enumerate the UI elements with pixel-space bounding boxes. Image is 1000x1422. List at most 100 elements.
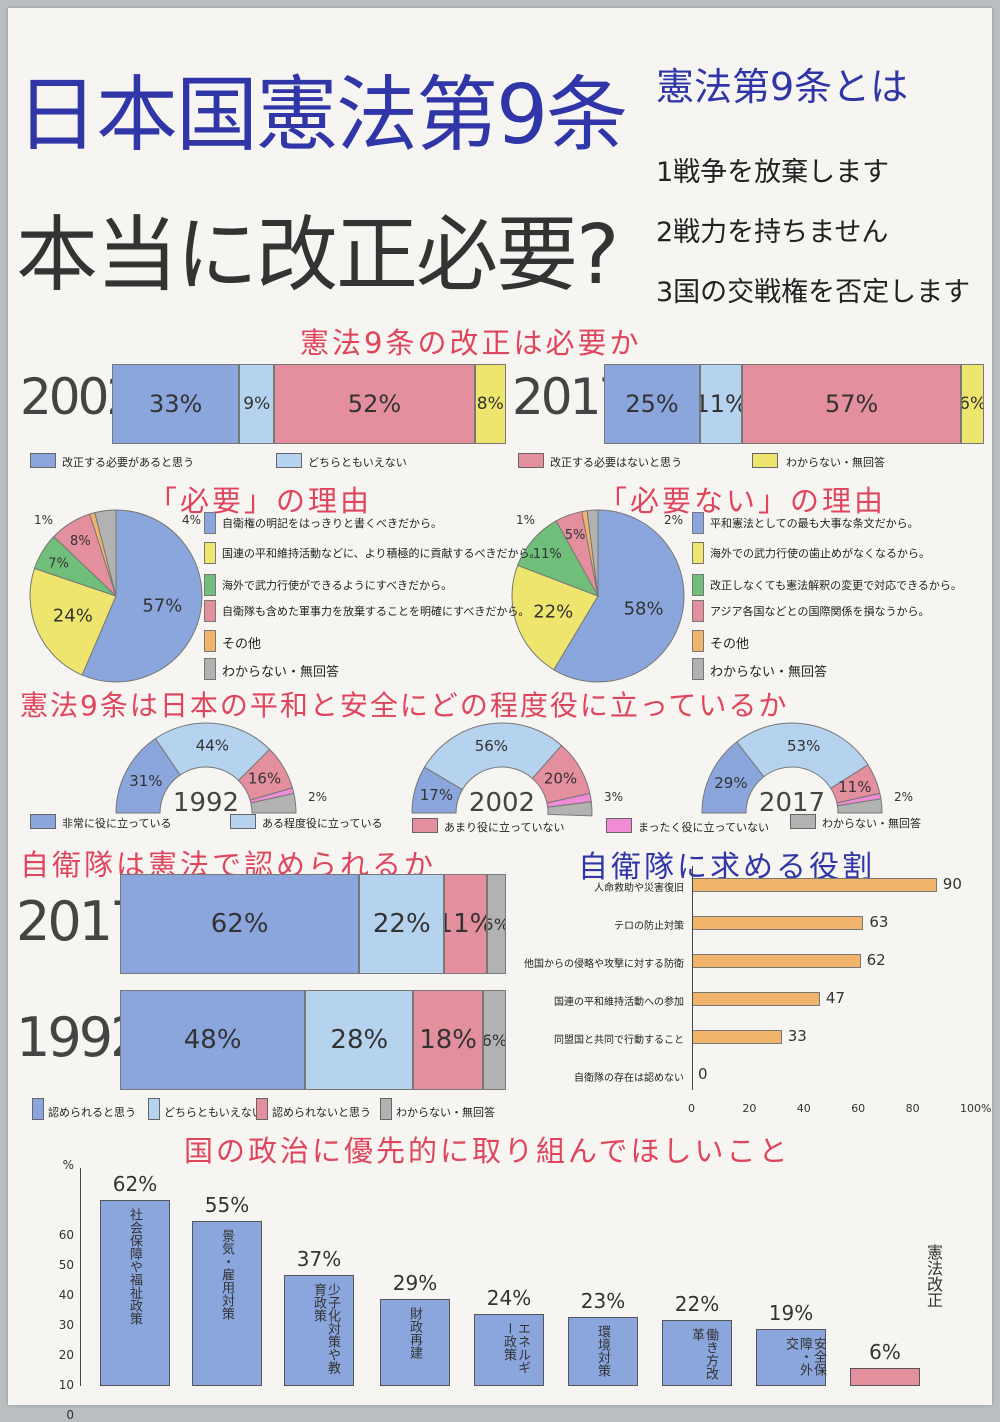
sdf-legend-swatch-1 (148, 1098, 160, 1120)
donut-small-label-2002-3: 3% (604, 790, 623, 804)
sdf-segment-2017-1: 22% (359, 874, 445, 974)
role-xtick-4: 80 (905, 1102, 920, 1115)
amend-segment-2017-3: 6% (961, 364, 985, 444)
role-label-4: 同盟国と共同で行動すること (554, 1035, 684, 1046)
priority-axis (80, 1168, 81, 1386)
section-noneed-reason-heading: 「必要ない」の理由 (598, 484, 887, 518)
pie-label-need-1: 24% (53, 605, 93, 626)
role-label-0: 人命救助や災害復旧 (594, 883, 684, 894)
role-xtick-0: 0 (688, 1102, 695, 1115)
legend-amend-neutral: どちらともいえない (308, 456, 407, 469)
amend-segment-2017-2: 57% (742, 364, 962, 444)
priority-bar-2 (284, 1275, 354, 1386)
priority-category-7: 安全保障・外交 (783, 1337, 826, 1376)
role-bar-3 (692, 992, 820, 1006)
sdf-legend-swatch-0 (32, 1098, 44, 1120)
donut-seg-2002-4 (547, 801, 593, 817)
legend-swatch-red (518, 453, 544, 468)
donut-label-1992-2: 16% (248, 769, 281, 787)
priority-category-1: 景気・雇用対策 (219, 1229, 234, 1320)
pie-small-label-noneed-4: 1% (516, 513, 535, 527)
reason-text-need-3: 自衛隊も含めた軍事力を放棄することを明確にすべきだから。 (222, 605, 530, 618)
pie-slice-need-1 (29, 567, 117, 676)
article9-item-3: 3国の交戦権を否定します (656, 277, 971, 308)
peace-legend-swatch-0 (30, 814, 56, 829)
amend-segment-2002-1: 9% (239, 364, 275, 444)
section-peace-heading: 憲法9条は日本の平和と安全にどの程度役に立っているか (20, 689, 789, 722)
donut-seg-1992-4 (250, 792, 297, 814)
amend-segment-2017-0: 25% (604, 364, 700, 444)
section-amend-heading: 憲法9条の改正は必要か (300, 326, 642, 360)
sdf-legend-swatch-3 (380, 1098, 392, 1120)
priority-value-8: 6% (869, 1340, 901, 1364)
reason-swatch-need-2 (204, 574, 216, 596)
priority-ytick-2: 50 (58, 1258, 74, 1272)
amend-segment-2017-1: 11% (700, 364, 743, 444)
role-value-5: 0 (698, 1065, 708, 1083)
peace-legend-swatch-2 (412, 818, 438, 833)
sdf-legend-text-3: わからない・無回答 (396, 1106, 495, 1119)
poster: { "title_line1": "日本国憲法第9条", "title_line… (8, 8, 992, 1422)
role-label-1: テロの防止対策 (614, 921, 684, 932)
reason-swatch-noneed-3 (692, 600, 704, 622)
donut-label-2002-2: 20% (544, 769, 577, 787)
sdf-segment-1992-1: 28% (305, 990, 414, 1090)
priority-bar-0 (100, 1200, 170, 1386)
priority-category-2: 少子化対策や教育政策 (311, 1283, 340, 1374)
reason-text-noneed-0: 平和憲法としての最も大事な条文だから。 (710, 517, 919, 530)
priority-value-3: 29% (392, 1271, 438, 1295)
priority-bar-8 (850, 1368, 920, 1386)
sdf-segment-2017-3: 5% (486, 874, 506, 974)
donut-label-2017-0: 29% (714, 774, 747, 792)
donut-label-2002-1: 56% (475, 737, 508, 755)
reason-swatch-noneed-2 (692, 574, 704, 596)
legend-swatch-blue (30, 453, 56, 468)
reason-text-need-0: 自衛権の明記をはっきりと書くべきだから。 (222, 517, 442, 530)
priority-bar-5 (568, 1317, 638, 1386)
role-bar-2 (692, 954, 861, 968)
reason-text-noneed-4: その他 (710, 637, 750, 652)
priority-ytick-5: 20 (58, 1348, 74, 1362)
priority-value-0: 62% (112, 1172, 158, 1196)
priority-category-3: 財政再建 (407, 1307, 422, 1359)
amend-segment-2002-3: 8% (474, 364, 506, 444)
role-xtick-3: 60 (851, 1102, 866, 1115)
reason-text-need-4: その他 (222, 637, 262, 652)
role-label-2: 他国からの侵略や攻撃に対する防衛 (524, 959, 684, 970)
role-label-3: 国連の平和維持活動への参加 (554, 997, 684, 1008)
reason-pie-charts: 57% 24% 7%8% 1% 4% 58% 22% 11%5% 1% 2% (29, 509, 685, 683)
poster-subtitle: 本当に改正必要? (16, 208, 620, 303)
amend-segment-2002-2: 52% (274, 364, 475, 444)
priority-category-4: エネルギー政策 (501, 1322, 530, 1374)
pie-slice-noneed-1 (511, 564, 599, 671)
priority-value-6: 22% (674, 1292, 720, 1316)
priority-ytick-6: 10 (58, 1378, 74, 1392)
priority-category-6: 働き方改革 (689, 1328, 718, 1380)
role-value-3: 47 (825, 989, 845, 1007)
priority-category-0: 社会保障や福祉政策 (127, 1208, 142, 1325)
pie-label-need-2: 7% (48, 556, 69, 571)
peace-legend-text-1: ある程度役に立っている (262, 817, 383, 830)
sdf-segment-1992-2: 18% (413, 990, 483, 1090)
sdf-legend-text-1: どちらともいえない (164, 1106, 263, 1119)
peace-legend-text-2: あまり役に立っていない (444, 821, 565, 834)
reason-text-noneed-2: 改正しなくても憲法解釈の変更で対応できるから。 (710, 579, 962, 592)
donut-label-1992-0: 31% (129, 772, 162, 790)
priority-ytick-0: % (62, 1158, 74, 1172)
donut-label-2017-1: 53% (787, 737, 820, 755)
reason-swatch-noneed-4 (692, 630, 704, 652)
pie-slice-need-0 (81, 509, 203, 683)
donut-label-2017-2: 11% (838, 778, 871, 796)
legend-amend-noneed: 改正する必要はないと思う (550, 456, 682, 469)
role-value-4: 33 (787, 1027, 807, 1045)
priority-bar-3 (380, 1299, 450, 1386)
priority-bar-4 (474, 1314, 544, 1386)
donut-year-1992: 1992 (173, 788, 239, 818)
reason-swatch-noneed-5 (692, 658, 704, 680)
peace-legend-text-0: 非常に役に立っている (62, 817, 172, 830)
reason-swatch-need-0 (204, 512, 216, 534)
donut-seg-2017-4 (836, 798, 883, 814)
peace-legend-text-4: わからない・無回答 (822, 817, 921, 830)
pie-label-noneed-0: 58% (624, 599, 664, 620)
priority-value-1: 55% (204, 1193, 250, 1217)
